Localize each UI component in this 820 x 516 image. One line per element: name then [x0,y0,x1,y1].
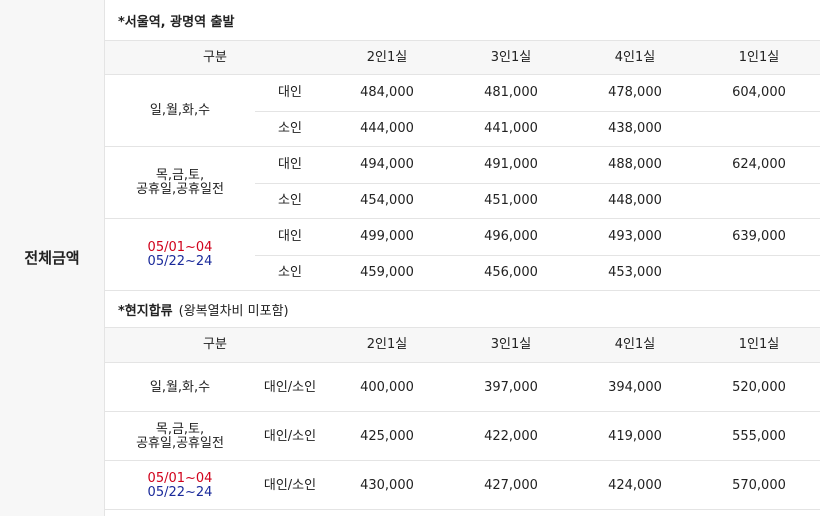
header-cell: 3인1실 [490,49,532,65]
price-cell: 400,000 [360,379,414,395]
price-cell: 424,000 [608,477,662,493]
section-title: *서울역, 광명역 출발 [118,8,718,32]
row-divider [255,183,820,184]
passenger-type: 소인 [278,121,302,136]
group-label: 일,월,화,수 [105,75,255,147]
price-cell: 481,000 [484,85,538,100]
price-cell: 478,000 [608,85,662,100]
price-cell: 604,000 [732,85,786,100]
section-title-text: *서울역, 광명역 출발 [118,14,235,30]
passenger-type: 소인 [278,193,302,208]
price-cell: 441,000 [484,121,538,136]
group-label-line: 목,금,토, [155,421,205,437]
passenger-type: 대인/소인 [263,477,317,493]
group-divider [105,460,820,461]
group-label-line: 일,월,화,수 [149,103,211,118]
group-label-line: 일,월,화,수 [149,379,211,395]
price-cell: 456,000 [484,265,538,280]
passenger-type: 대인 [278,85,302,100]
row-divider [255,255,820,256]
side-label: 전체금액 [0,0,105,516]
header-cell: 4인1실 [614,337,656,352]
price-cell: 499,000 [360,229,414,244]
header-cell: 2인1실 [366,337,408,352]
section-title: *현지합류 (왕복열차비 미포함) [118,297,718,321]
passenger-type: 대인 [278,229,302,244]
group-label: 목,금,토, 공휴일,공휴일전 [105,147,255,219]
header-cell: 3인1실 [490,337,532,352]
price-cell: 555,000 [732,428,786,444]
price-cell: 419,000 [608,428,662,444]
header-cell: 1인1실 [738,49,780,65]
price-cell: 430,000 [360,477,414,493]
section-note: (왕복열차비 미포함) [178,303,289,319]
price-cell: 438,000 [608,121,662,136]
price-cell: 639,000 [732,229,786,244]
price-cell: 570,000 [732,477,786,493]
group-label-line: 05/01~04 [147,470,213,486]
price-cell: 451,000 [484,193,538,208]
price-cell: 488,000 [608,157,662,172]
group-label-line: 목,금,토, [155,168,205,183]
passenger-type: 대인 [278,157,302,172]
price-cell: 425,000 [360,428,414,444]
group-divider [105,146,820,147]
row-divider [255,111,820,112]
header-cell: 구분 [203,337,227,352]
group-label-line: 공휴일,공휴일전 [136,435,224,451]
price-cell: 496,000 [484,229,538,244]
price-cell: 422,000 [484,428,538,444]
header-cell: 4인1실 [614,49,656,65]
price-cell: 624,000 [732,157,786,172]
price-cell: 448,000 [608,193,662,208]
header-row-bg [105,40,820,75]
group-label-line: 05/22~24 [147,254,213,269]
group-label: 일,월,화,수 [105,363,255,412]
header-cell: 구분 [203,49,227,65]
group-label-line: 05/22~24 [147,484,213,500]
price-cell: 453,000 [608,265,662,280]
price-cell: 494,000 [360,157,414,172]
price-cell: 493,000 [608,229,662,244]
group-label-line: 공휴일,공휴일전 [136,182,224,197]
group-label-line: 05/01~04 [147,240,213,255]
group-divider [105,218,820,219]
passenger-type: 소인 [278,265,302,280]
price-cell: 454,000 [360,193,414,208]
header-cell: 2인1실 [366,49,408,65]
price-cell: 397,000 [484,379,538,395]
price-cell: 520,000 [732,379,786,395]
price-cell: 484,000 [360,85,414,100]
passenger-type: 대인/소인 [263,379,317,395]
group-divider [105,411,820,412]
section-title-text: *현지합류 [118,303,173,319]
price-cell: 459,000 [360,265,414,280]
price-cell: 491,000 [484,157,538,172]
group-divider [105,509,820,510]
group-label: 05/01~04 05/22~24 [105,219,255,291]
group-label: 목,금,토, 공휴일,공휴일전 [105,412,255,461]
group-label: 05/01~04 05/22~24 [105,461,255,510]
header-cell: 1인1실 [738,337,780,352]
price-cell: 427,000 [484,477,538,493]
price-cell: 444,000 [360,121,414,136]
passenger-type: 대인/소인 [263,428,317,444]
price-cell: 394,000 [608,379,662,395]
group-divider [105,290,820,291]
header-row-bg [105,327,820,363]
